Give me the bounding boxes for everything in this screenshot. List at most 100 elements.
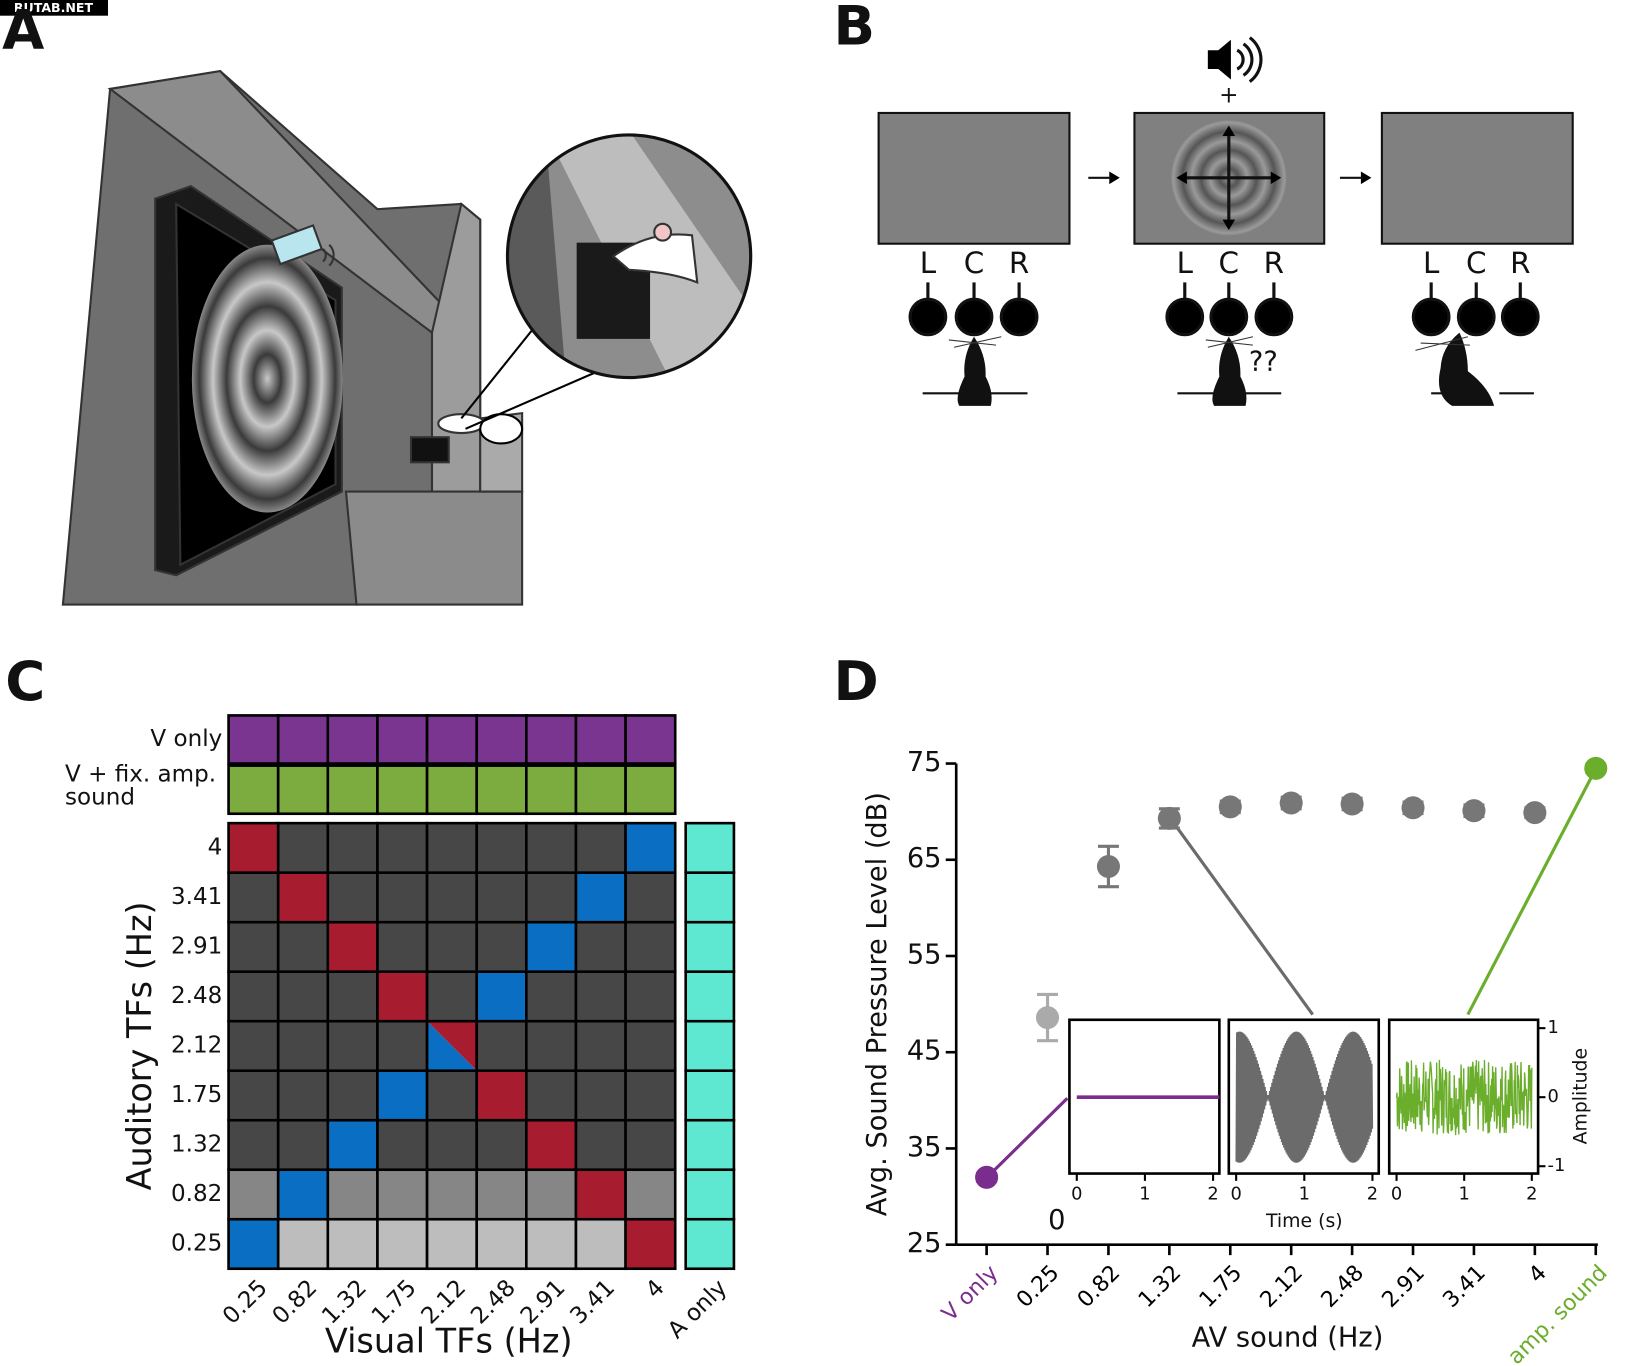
- matrix-cell: [574, 1118, 627, 1172]
- condition-cell: [475, 714, 528, 765]
- inset-x-tick-label: 1: [1299, 1183, 1310, 1204]
- matrix-cell: [326, 970, 379, 1023]
- matrix-cell: [276, 821, 330, 874]
- x-tick-label: 3.41: [565, 1275, 620, 1330]
- a-only-cell: [684, 1217, 736, 1271]
- point: [1218, 795, 1242, 819]
- a-only-cell: [684, 1019, 736, 1073]
- x-tick-label: 2.91: [1378, 1261, 1430, 1313]
- matrix-cell: [425, 920, 479, 973]
- condition-cell: [574, 764, 627, 816]
- matrix-cell: [475, 970, 528, 1023]
- panel-label: C: [5, 649, 45, 713]
- port-label: L: [920, 246, 937, 280]
- matrix-cell: [276, 1217, 330, 1271]
- matrix-cell: [624, 1217, 677, 1271]
- condition-cell: [624, 764, 677, 816]
- condition-cell: [525, 714, 578, 765]
- question-marks: ??: [1249, 346, 1278, 377]
- condition-cell: [525, 764, 578, 816]
- matrix-cell: [574, 1019, 627, 1073]
- matrix-cell: [276, 1118, 330, 1172]
- matrix-cell: [624, 871, 677, 924]
- y-tick-label: 35: [907, 1132, 942, 1163]
- condition-cell: [227, 764, 280, 816]
- condition-cell: [624, 714, 677, 765]
- matrix-cell: [376, 1069, 429, 1122]
- port-label: L: [1423, 246, 1440, 280]
- x-tick-label: 0.25: [1012, 1261, 1064, 1313]
- point: [1035, 1006, 1060, 1030]
- matrix-cell: [227, 1019, 280, 1073]
- matrix-cell: [574, 1217, 627, 1271]
- matrix-cell: [326, 920, 379, 973]
- point: [1157, 806, 1181, 830]
- y-tick-label: 25: [907, 1228, 942, 1259]
- y-tick-label: 65: [907, 843, 942, 874]
- a-only-cell: [684, 871, 736, 924]
- matrix-cell: [475, 1069, 528, 1122]
- matrix-cell: [227, 821, 280, 874]
- matrix-cell: [376, 1217, 429, 1271]
- port-label: L: [1177, 246, 1194, 280]
- port-label: C: [964, 246, 984, 280]
- a-only-cell: [684, 1069, 736, 1122]
- matrix-cell: [425, 1217, 479, 1271]
- matrix-cell: [425, 1069, 479, 1122]
- matrix-cell: [376, 821, 429, 874]
- x-tick-label: 0.82: [268, 1275, 323, 1330]
- matrix-cell: [376, 920, 429, 973]
- point: [1462, 799, 1486, 823]
- matrix-cell: [276, 970, 330, 1023]
- inset-x-tick-label: 2: [1367, 1183, 1378, 1204]
- matrix-cell: [376, 1019, 429, 1073]
- inset-y-tick-label: 1: [1548, 1017, 1559, 1038]
- point: [1340, 792, 1364, 816]
- matrix-cell: [227, 1118, 280, 1172]
- matrix-cell: [624, 1118, 677, 1172]
- a-only-cell: [684, 821, 736, 874]
- y-axis-title: Avg. Sound Pressure Level (dB): [862, 792, 893, 1216]
- matrix-cell: [525, 1217, 578, 1271]
- matrix-cell: [624, 821, 677, 874]
- port-label: R: [1510, 246, 1530, 280]
- x-tick-label: 3.41: [1438, 1261, 1490, 1313]
- matrix-cell: [376, 871, 429, 924]
- y-tick-label: 0.82: [171, 1181, 222, 1207]
- x-tick-label: 4: [1524, 1261, 1552, 1289]
- panel-label: D: [834, 649, 879, 713]
- a-only-cell: [684, 1118, 736, 1172]
- matrix-cell: [227, 1069, 280, 1122]
- condition-cell: [475, 764, 528, 816]
- y-tick-label: 0.25: [171, 1230, 222, 1256]
- y-tick-label: 2.48: [171, 983, 222, 1009]
- matrix-cell: [525, 871, 578, 924]
- matrix-cell: [326, 1118, 379, 1172]
- matrix-cell: [574, 970, 627, 1023]
- point: [975, 1165, 999, 1189]
- a-only-cell: [684, 970, 736, 1023]
- port-label: C: [1466, 246, 1486, 280]
- matrix-cell: [574, 821, 627, 874]
- matrix-cell: [276, 871, 330, 924]
- y-tick-label: 55: [907, 940, 942, 971]
- x-tick-label: 4: [641, 1275, 670, 1304]
- y-tick-label: 4: [208, 834, 223, 860]
- point: [1096, 854, 1120, 879]
- condition-cell: [425, 764, 479, 816]
- x-tick-label: 2.48: [1317, 1261, 1369, 1313]
- matrix-cell: [326, 1019, 379, 1073]
- matrix-cell: [326, 871, 379, 924]
- point: [1279, 791, 1303, 815]
- matrix-cell: [525, 1118, 578, 1172]
- inset-connectors: [985, 768, 1598, 1179]
- matrix-cell: [525, 1168, 578, 1221]
- matrix-cell: [227, 1217, 280, 1271]
- matrix-cell: [425, 871, 479, 924]
- matrix-cell: [425, 1118, 479, 1172]
- condition-cell: [574, 714, 627, 765]
- matrix-cell: [624, 920, 677, 973]
- matrix-cell: [425, 1168, 479, 1221]
- matrix-cell: [525, 920, 578, 973]
- x-tick-label: 1.32: [1134, 1261, 1186, 1313]
